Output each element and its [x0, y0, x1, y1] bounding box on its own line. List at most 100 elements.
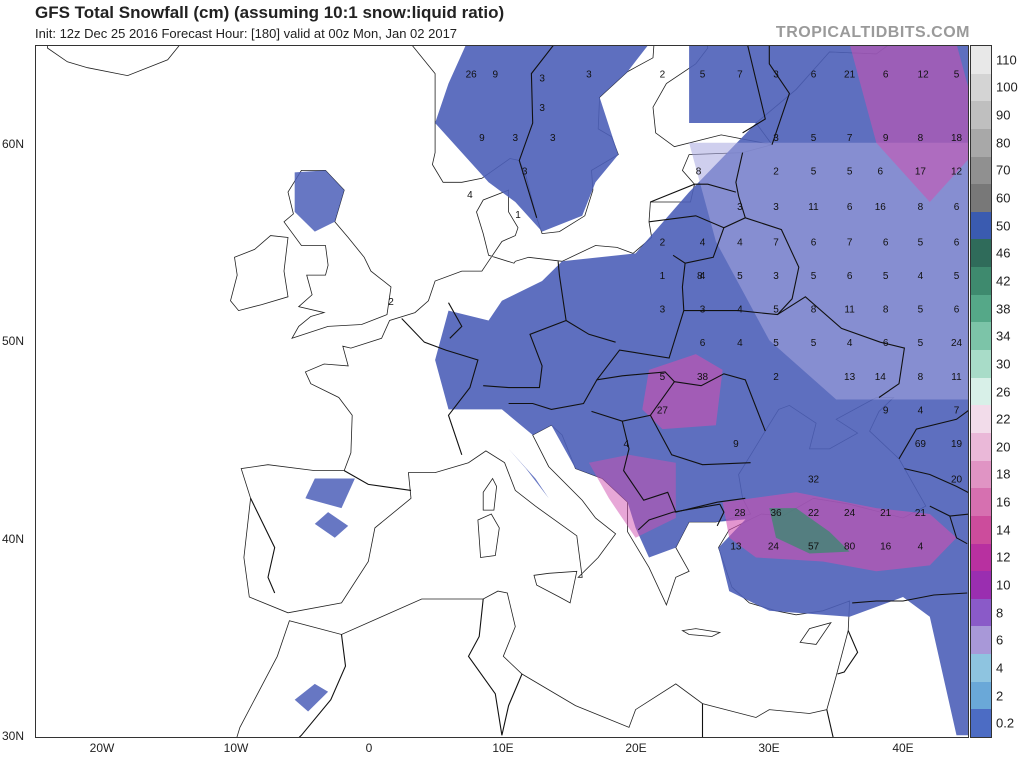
snowfall-value-label: 18 — [951, 133, 963, 144]
snowfall-value-label: 16 — [880, 542, 892, 553]
snowfall-value-label: 8 — [883, 305, 889, 316]
forecast-info: Init: 12z Dec 25 2016 Forecast Hour: [18… — [35, 26, 458, 41]
colorbar-swatch — [971, 432, 991, 462]
colorbar-swatch — [971, 488, 991, 517]
snowfall-value-label: 3 — [586, 70, 592, 81]
snowfall-value-label: 20 — [951, 475, 963, 486]
snowfall-value-label: 6 — [954, 202, 960, 213]
country-border — [483, 261, 567, 389]
snowfall-value-label: 5 — [700, 70, 706, 81]
snowfall-value-label: 4 — [624, 439, 630, 450]
snowfall-map[interactable]: 4626935433933413610782312925736216125357… — [35, 45, 969, 738]
snowfall-value-label: 21 — [915, 508, 927, 519]
snowfall-value-label: 6 — [811, 70, 817, 81]
country-border — [637, 503, 720, 531]
snowfall-value-label: 4 — [700, 271, 706, 282]
country-border — [250, 498, 276, 594]
snowfall-value-label: 5 — [918, 305, 924, 316]
snowfall-value-label: 1 — [660, 271, 666, 282]
snowfall-value-label: 8 — [697, 271, 703, 282]
snowfall-value-label: 5 — [918, 238, 924, 249]
colorbar-label: 6 — [996, 632, 1004, 648]
lat-label-60n: 60N — [2, 137, 25, 151]
snowfall-value-label: 19 — [951, 439, 963, 450]
colorbar-label: 46 — [996, 245, 1011, 261]
colorbar-swatch — [971, 377, 991, 406]
snowfall-value-label: 6 — [696, 46, 702, 47]
snowfall-value-label: 13 — [730, 542, 742, 553]
snowfall-value-label: 4 — [918, 271, 924, 282]
snowfall-shading — [588, 454, 676, 538]
colorbar-swatch — [971, 322, 991, 351]
snowfall-value-label: 4 — [626, 46, 632, 47]
lon-label-20w: 20W — [89, 741, 115, 755]
snowfall-value-label: 36 — [770, 508, 782, 519]
snowfall-value-label: 80 — [844, 542, 856, 553]
country-border — [949, 515, 968, 545]
snowfall-value-label: 3 — [660, 305, 666, 316]
colorbar-label: 90 — [996, 107, 1011, 123]
colorbar-legend — [970, 45, 992, 738]
snowfall-value-label: 3 — [773, 70, 779, 81]
snowfall-value-label: 4 — [467, 190, 473, 201]
lon-label-30e: 30E — [758, 741, 780, 755]
snowfall-value-label: 5 — [773, 305, 779, 316]
colorbar-swatch — [971, 460, 991, 489]
country-border — [742, 46, 766, 134]
colorbar-label: 22 — [996, 411, 1011, 427]
colorbar-swatch — [971, 598, 991, 627]
colorbar-label: 2 — [996, 688, 1004, 704]
colorbar-label: 14 — [996, 522, 1011, 538]
country-border — [508, 254, 686, 410]
map-title: GFS Total Snowfall (cm) (assuming 10:1 s… — [35, 3, 505, 22]
snowfall-value-label: 3 — [773, 271, 779, 282]
snowfall-value-label: 5 — [811, 166, 817, 177]
snowfall-value-label: 7 — [773, 238, 779, 249]
snowfall-value-label: 6 — [700, 338, 706, 349]
country-border — [898, 410, 968, 460]
colorbar-label: 110 — [996, 52, 1017, 68]
snowfall-value-label: 3 — [550, 133, 556, 144]
country-border — [343, 470, 412, 491]
snowfall-value-label: 21 — [844, 70, 856, 81]
snowfall-value-label: 6 — [847, 202, 853, 213]
lon-label-40e: 40E — [892, 741, 914, 755]
colorbar-label: 20 — [996, 439, 1011, 455]
snowfall-value-label: 57 — [808, 542, 820, 553]
snowfall-value-label: 5 — [811, 271, 817, 282]
snowfall-value-label: 5 — [660, 372, 666, 383]
snowfall-value-label: 10 — [730, 46, 742, 47]
snowfall-value-label: 6 — [811, 238, 817, 249]
snowfall-value-label: 5 — [773, 338, 779, 349]
colorbar-swatch — [971, 294, 991, 323]
lon-label-0: 0 — [365, 741, 373, 755]
lon-label-10e: 10E — [492, 741, 514, 755]
snowfall-value-label: 8 — [811, 46, 817, 47]
country-border — [826, 709, 834, 737]
snowfall-value-label: 11 — [844, 305, 855, 316]
country-border — [448, 302, 463, 339]
landmass-ireland — [230, 235, 289, 312]
snowfall-value-label: 9 — [493, 70, 499, 81]
snowfall-value-label: 3 — [773, 202, 779, 213]
snowfall-value-label: 3 — [773, 133, 779, 144]
snowfall-value-label: 2 — [388, 297, 394, 308]
lat-label-50n: 50N — [2, 334, 25, 348]
snowfall-value-label: 38 — [697, 372, 709, 383]
snowfall-value-label: 1 — [515, 210, 521, 221]
snowfall-value-label: 5 — [883, 271, 889, 282]
snowfall-value-label: 2 — [660, 238, 666, 249]
colorbar-label: 50 — [996, 218, 1011, 234]
snowfall-value-label: 27 — [657, 405, 669, 416]
colorbar-swatch — [971, 46, 991, 75]
snowfall-value-label: 8 — [811, 305, 817, 316]
snowfall-value-label: 13 — [844, 372, 856, 383]
country-border — [518, 46, 554, 218]
snowfall-value-label: 21 — [880, 508, 892, 519]
colorbar-label: 30 — [996, 356, 1011, 372]
snowfall-shading — [769, 508, 850, 554]
snowfall-value-label: 7 — [954, 405, 960, 416]
colorbar-label: 12 — [996, 549, 1011, 565]
snowfall-value-label: 14 — [875, 372, 887, 383]
colorbar-label: 0.2 — [996, 715, 1015, 731]
